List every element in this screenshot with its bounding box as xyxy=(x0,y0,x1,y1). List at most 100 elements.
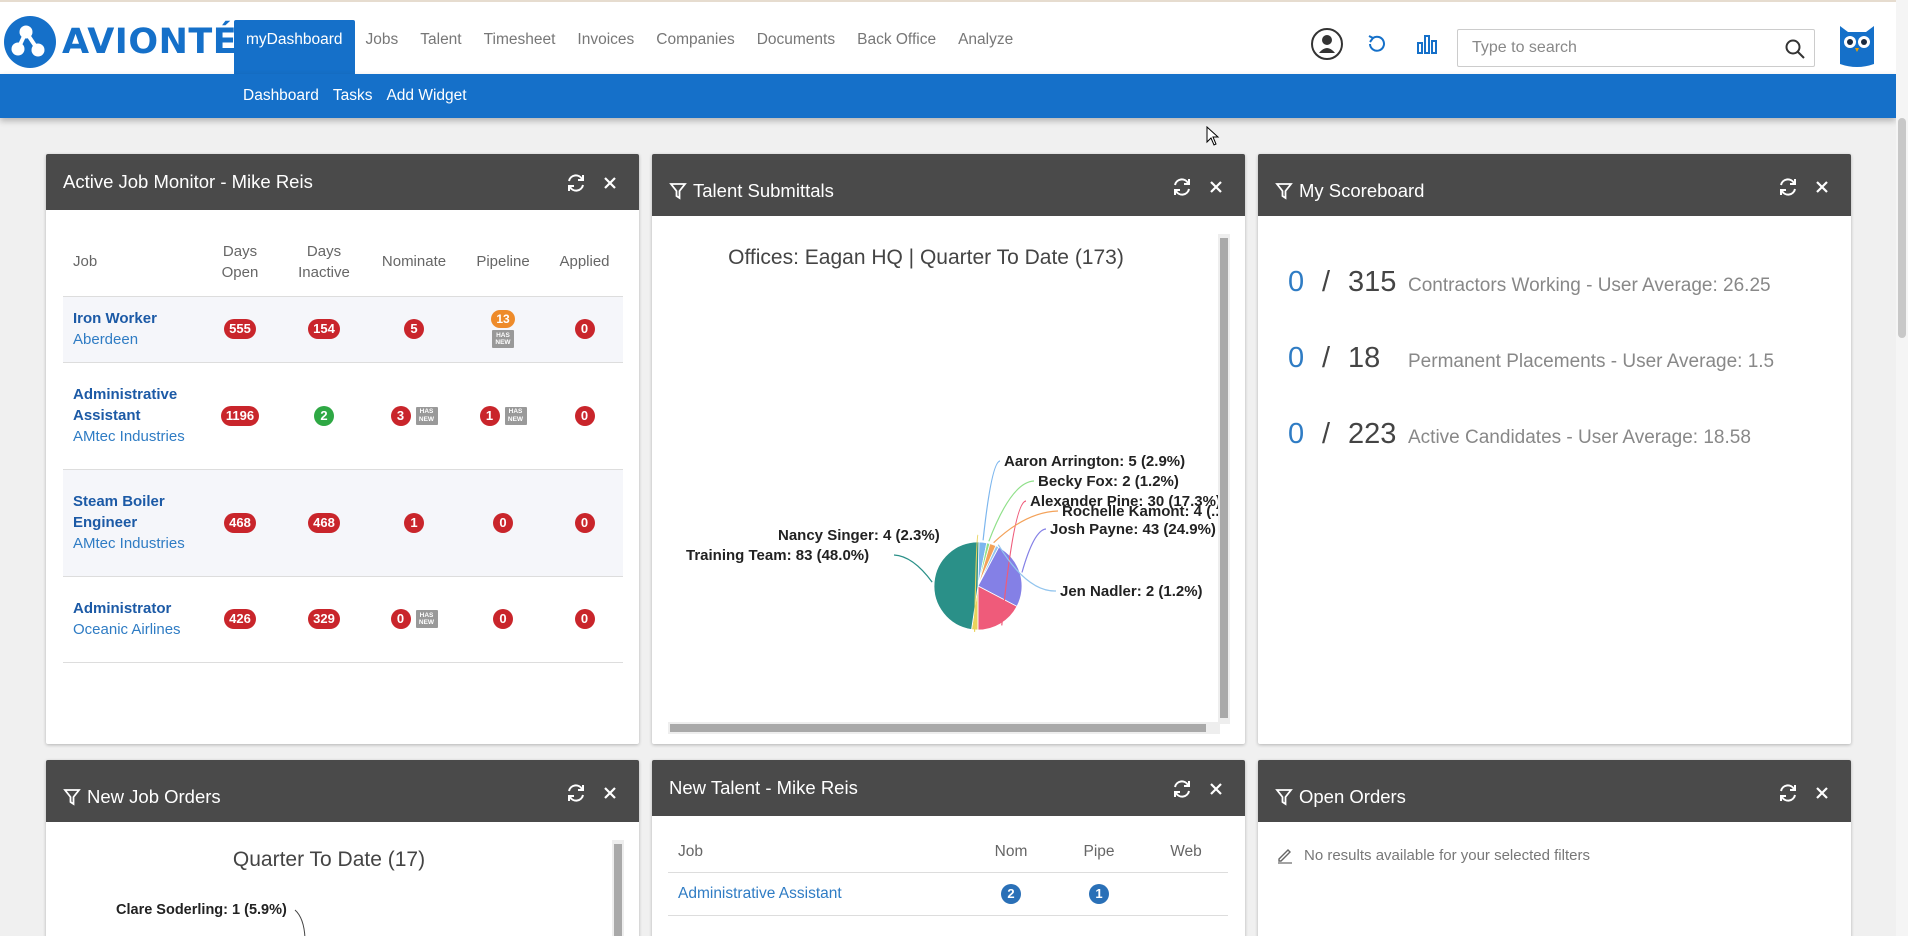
refresh-icon[interactable] xyxy=(1171,778,1193,800)
filter-icon[interactable] xyxy=(669,182,687,200)
job-title-link[interactable]: Iron Worker xyxy=(73,310,157,327)
pie-slice[interactable] xyxy=(933,541,980,630)
close-icon[interactable] xyxy=(1811,176,1833,198)
pipeline-badge[interactable]: 1 xyxy=(479,405,500,426)
nominate-badge[interactable]: 1 xyxy=(404,512,424,533)
days-inactive-badge[interactable]: 329 xyxy=(308,609,340,629)
chart-horizontal-scrollbar[interactable] xyxy=(668,722,1220,734)
pipeline-badge[interactable]: 0 xyxy=(493,609,513,629)
scoreboard-row[interactable]: 0 / 223 Active Candidates - User Average… xyxy=(1288,418,1751,451)
search-input[interactable] xyxy=(1458,30,1758,66)
close-icon[interactable] xyxy=(1205,176,1227,198)
active-job-monitor-widget: Active Job Monitor - Mike Reis Job Days … xyxy=(46,154,639,744)
widget-actions xyxy=(1777,782,1833,804)
days-inactive-badge[interactable]: 154 xyxy=(308,319,340,339)
pie-slice[interactable] xyxy=(977,585,1018,631)
job-title-link[interactable]: Administrative Assistant xyxy=(73,386,178,424)
job-company-link[interactable]: Aberdeen xyxy=(73,331,139,348)
scoreboard-row[interactable]: 0 / 315 Contractors Working - User Avera… xyxy=(1288,266,1771,299)
subnav-tasks[interactable]: Tasks xyxy=(332,87,373,104)
user-profile-icon[interactable] xyxy=(1302,24,1352,64)
job-link[interactable]: Administrative Assistant xyxy=(668,872,968,916)
job-title-link[interactable]: Administrator xyxy=(73,600,172,617)
sub-navigation: Dashboard Tasks Add Widget xyxy=(236,74,474,118)
applied-badge[interactable]: 0 xyxy=(574,319,595,339)
chart-leader-line xyxy=(294,909,306,936)
column-header-nominate: Nominate xyxy=(368,228,460,297)
job-link[interactable] xyxy=(668,915,968,936)
refresh-icon[interactable] xyxy=(565,782,587,804)
nav-back-office[interactable]: Back Office xyxy=(857,31,937,48)
close-icon[interactable] xyxy=(1205,778,1227,800)
close-icon[interactable] xyxy=(1811,782,1833,804)
page-scrollbar[interactable] xyxy=(1896,0,1908,936)
page-scrollbar-thumb[interactable] xyxy=(1898,118,1906,338)
chart-title: Quarter To Date (17) xyxy=(232,848,426,871)
nominate-badge[interactable]: 5 xyxy=(404,319,424,339)
score-target: 18 xyxy=(1348,342,1381,374)
pipeline-badge[interactable]: 0 xyxy=(493,512,513,533)
refresh-icon[interactable] xyxy=(565,172,587,194)
scrollbar-thumb[interactable] xyxy=(1220,238,1228,718)
days-inactive-badge[interactable]: 468 xyxy=(308,512,340,533)
table-row[interactable]: Steam Boiler Engineer AMtec Industries 4… xyxy=(63,469,623,577)
job-cell: Iron Worker Aberdeen xyxy=(63,296,200,363)
pipeline-badge[interactable]: 13 xyxy=(491,310,515,328)
bar-chart-icon[interactable] xyxy=(1402,24,1452,64)
applied-badge[interactable]: 0 xyxy=(574,405,595,426)
avionte-logo[interactable]: AVIONTÉ xyxy=(4,16,237,68)
nav-mydashboard[interactable]: myDashboard xyxy=(234,20,355,76)
applied-badge[interactable]: 0 xyxy=(574,609,595,629)
widget-header: Talent Submittals xyxy=(652,154,1245,216)
job-company-link[interactable]: AMtec Industries xyxy=(73,428,185,445)
nav-timesheet[interactable]: Timesheet xyxy=(483,31,556,48)
search-icon[interactable] xyxy=(1784,38,1806,60)
column-header-pipeline: Pipeline xyxy=(460,228,546,297)
job-company-link[interactable]: Oceanic Airlines xyxy=(73,621,181,638)
table-row[interactable] xyxy=(668,915,1228,936)
table-row[interactable]: Administrative Assistant 2 1 xyxy=(668,872,1228,916)
scrollbar-thumb[interactable] xyxy=(614,844,622,936)
job-company-link[interactable]: AMtec Industries xyxy=(73,535,185,552)
chart-vertical-scrollbar[interactable] xyxy=(1218,234,1230,724)
days-inactive-badge[interactable]: 2 xyxy=(314,405,334,426)
scoreboard-row[interactable]: 0 / 18 Permanent Placements - User Avera… xyxy=(1288,342,1774,375)
job-title-link[interactable]: Steam Boiler Engineer xyxy=(73,493,165,531)
filter-icon[interactable] xyxy=(1275,788,1293,806)
nav-jobs[interactable]: Jobs xyxy=(365,31,399,48)
widget-title: New Talent - Mike Reis xyxy=(669,777,858,798)
refresh-icon[interactable] xyxy=(1777,176,1799,198)
refresh-icon[interactable] xyxy=(1171,176,1193,198)
close-icon[interactable] xyxy=(599,172,621,194)
days-open-badge[interactable]: 468 xyxy=(224,512,256,533)
nav-analyze[interactable]: Analyze xyxy=(958,31,1014,48)
job-cell: Steam Boiler Engineer AMtec Industries xyxy=(63,469,200,577)
nav-companies[interactable]: Companies xyxy=(656,31,735,48)
table-row[interactable]: Administrator Oceanic Airlines 426 329 0… xyxy=(63,576,623,663)
close-icon[interactable] xyxy=(599,782,621,804)
table-row[interactable]: Iron Worker Aberdeen 555 154 5 13 HAS NE… xyxy=(63,296,623,363)
owl-help-icon[interactable] xyxy=(1836,24,1878,68)
nav-invoices[interactable]: Invoices xyxy=(577,31,635,48)
filter-icon[interactable] xyxy=(63,788,81,806)
subnav-dashboard[interactable]: Dashboard xyxy=(243,87,319,104)
pipe-badge[interactable]: 1 xyxy=(1089,883,1109,904)
days-open-badge[interactable]: 1196 xyxy=(220,405,260,426)
nom-badge[interactable]: 2 xyxy=(1001,883,1021,904)
applied-cell: 0 xyxy=(546,362,623,470)
filter-icon[interactable] xyxy=(1275,182,1293,200)
nav-talent[interactable]: Talent xyxy=(420,31,462,48)
days-open-cell: 1196 xyxy=(200,362,280,470)
days-open-badge[interactable]: 555 xyxy=(224,319,256,339)
applied-badge[interactable]: 0 xyxy=(574,512,595,533)
days-open-badge[interactable]: 426 xyxy=(224,609,256,629)
history-icon[interactable] xyxy=(1352,24,1402,64)
subnav-add-widget[interactable]: Add Widget xyxy=(386,87,467,104)
nominate-badge[interactable]: 3 xyxy=(390,405,411,426)
scrollbar-thumb[interactable] xyxy=(670,724,1206,732)
nominate-badge[interactable]: 0 xyxy=(390,609,411,629)
chart-vertical-scrollbar[interactable] xyxy=(612,840,624,936)
table-row[interactable]: Administrative Assistant AMtec Industrie… xyxy=(63,362,623,470)
refresh-icon[interactable] xyxy=(1777,782,1799,804)
nav-documents[interactable]: Documents xyxy=(756,31,836,48)
